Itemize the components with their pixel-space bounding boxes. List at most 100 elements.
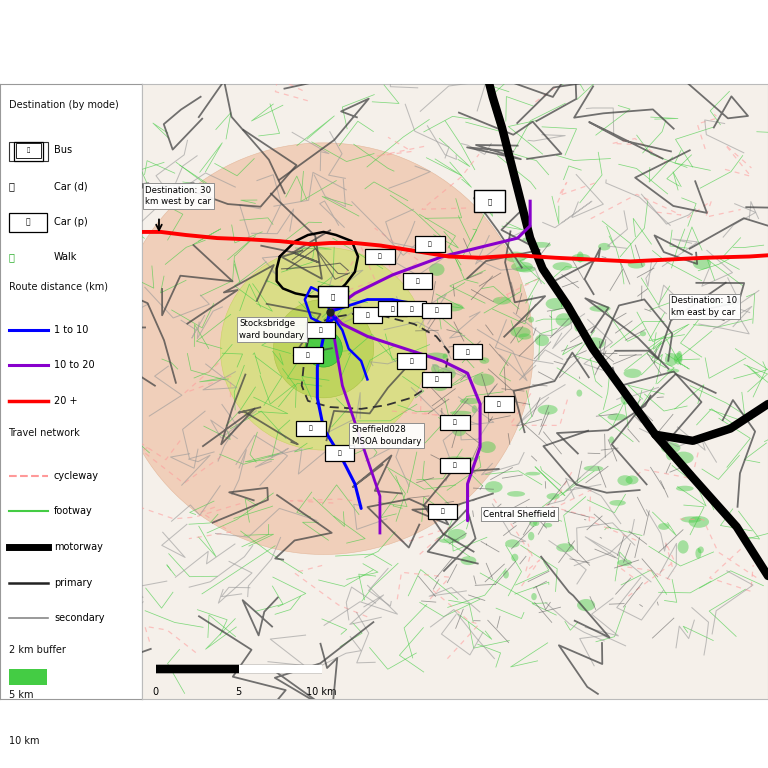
FancyBboxPatch shape [8, 213, 47, 233]
Text: footway: footway [54, 506, 93, 516]
Ellipse shape [535, 334, 549, 346]
Circle shape [273, 300, 374, 398]
Ellipse shape [473, 373, 495, 386]
Ellipse shape [585, 337, 605, 349]
FancyBboxPatch shape [8, 669, 47, 685]
Text: Travel network: Travel network [8, 428, 81, 438]
FancyBboxPatch shape [428, 504, 457, 519]
Ellipse shape [511, 554, 518, 561]
Ellipse shape [609, 436, 614, 443]
Ellipse shape [574, 319, 580, 332]
Ellipse shape [609, 500, 626, 506]
Text: 🚗: 🚗 [310, 425, 313, 432]
Text: Destination: 30
km west by car: Destination: 30 km west by car [145, 186, 211, 207]
Ellipse shape [547, 493, 560, 500]
Text: 🚗: 🚗 [465, 349, 469, 355]
Ellipse shape [697, 547, 703, 554]
Ellipse shape [674, 353, 683, 365]
Ellipse shape [511, 262, 533, 272]
FancyBboxPatch shape [403, 273, 432, 289]
Text: 🚌: 🚌 [331, 293, 335, 300]
Text: 🚗: 🚗 [428, 241, 432, 247]
Ellipse shape [493, 296, 511, 305]
Ellipse shape [571, 253, 591, 262]
Text: Stocksbridge
ward boundary: Stocksbridge ward boundary [239, 319, 304, 339]
Text: ⬛: ⬛ [27, 147, 30, 154]
Text: cycleway: cycleway [54, 471, 99, 481]
Ellipse shape [511, 327, 531, 337]
Ellipse shape [472, 406, 477, 413]
Text: 20 +: 20 + [54, 396, 78, 406]
Ellipse shape [528, 531, 535, 541]
Ellipse shape [507, 491, 525, 497]
Text: 🚌: 🚌 [488, 198, 492, 204]
Ellipse shape [598, 243, 611, 250]
Ellipse shape [479, 357, 489, 364]
Text: 10 km: 10 km [8, 736, 39, 746]
Text: 🚗: 🚗 [497, 401, 501, 407]
Ellipse shape [429, 263, 445, 276]
Ellipse shape [531, 593, 537, 601]
FancyBboxPatch shape [8, 760, 47, 768]
Ellipse shape [673, 452, 694, 464]
Text: 🚗: 🚗 [25, 217, 30, 227]
Ellipse shape [505, 252, 526, 263]
Ellipse shape [665, 353, 677, 366]
Ellipse shape [677, 540, 689, 554]
Ellipse shape [545, 298, 565, 310]
Text: 🚗: 🚗 [415, 278, 419, 284]
Ellipse shape [544, 523, 552, 528]
Ellipse shape [460, 398, 481, 404]
Ellipse shape [626, 475, 638, 485]
Text: 🚗: 🚗 [391, 306, 394, 312]
Text: 5 km: 5 km [8, 690, 33, 700]
Ellipse shape [577, 599, 595, 611]
Ellipse shape [448, 529, 466, 540]
Text: Sheffield028
MSOA boundary: Sheffield028 MSOA boundary [352, 425, 421, 446]
Text: 🚗: 🚗 [453, 462, 457, 468]
FancyBboxPatch shape [396, 353, 426, 369]
Ellipse shape [681, 516, 701, 523]
Ellipse shape [667, 369, 679, 373]
Text: Car (p): Car (p) [54, 217, 88, 227]
Text: 🚗: 🚗 [409, 358, 413, 364]
FancyBboxPatch shape [353, 307, 382, 323]
Ellipse shape [437, 367, 456, 380]
Ellipse shape [627, 260, 645, 269]
FancyBboxPatch shape [396, 301, 426, 316]
Text: secondary: secondary [54, 614, 104, 624]
Ellipse shape [577, 389, 582, 396]
Text: primary: primary [54, 578, 92, 588]
Text: 🚗: 🚗 [441, 508, 445, 515]
Ellipse shape [505, 539, 520, 548]
Ellipse shape [617, 475, 633, 485]
FancyBboxPatch shape [484, 396, 514, 412]
Text: 🚗: 🚗 [409, 306, 413, 312]
Text: Destination: 10
km east by car: Destination: 10 km east by car [671, 296, 737, 317]
FancyBboxPatch shape [14, 141, 43, 161]
FancyBboxPatch shape [296, 421, 326, 436]
Text: 🚗: 🚗 [453, 419, 457, 425]
Ellipse shape [461, 556, 476, 565]
Text: 5: 5 [236, 687, 242, 697]
Ellipse shape [450, 411, 472, 415]
Ellipse shape [693, 257, 711, 270]
Circle shape [220, 247, 427, 450]
Text: Central Sheffield: Central Sheffield [483, 510, 555, 518]
Ellipse shape [607, 413, 627, 421]
Ellipse shape [533, 519, 539, 526]
Ellipse shape [640, 331, 646, 336]
Ellipse shape [431, 364, 439, 373]
Ellipse shape [485, 481, 502, 493]
Text: Destination (by mode): Destination (by mode) [8, 100, 118, 110]
Ellipse shape [432, 380, 448, 391]
FancyBboxPatch shape [15, 143, 41, 158]
Ellipse shape [425, 353, 447, 359]
FancyBboxPatch shape [378, 301, 407, 316]
Ellipse shape [676, 485, 694, 492]
Ellipse shape [462, 457, 476, 461]
FancyBboxPatch shape [366, 249, 395, 264]
Ellipse shape [658, 523, 670, 530]
Text: 10 to 20: 10 to 20 [54, 360, 94, 370]
FancyBboxPatch shape [422, 372, 451, 387]
